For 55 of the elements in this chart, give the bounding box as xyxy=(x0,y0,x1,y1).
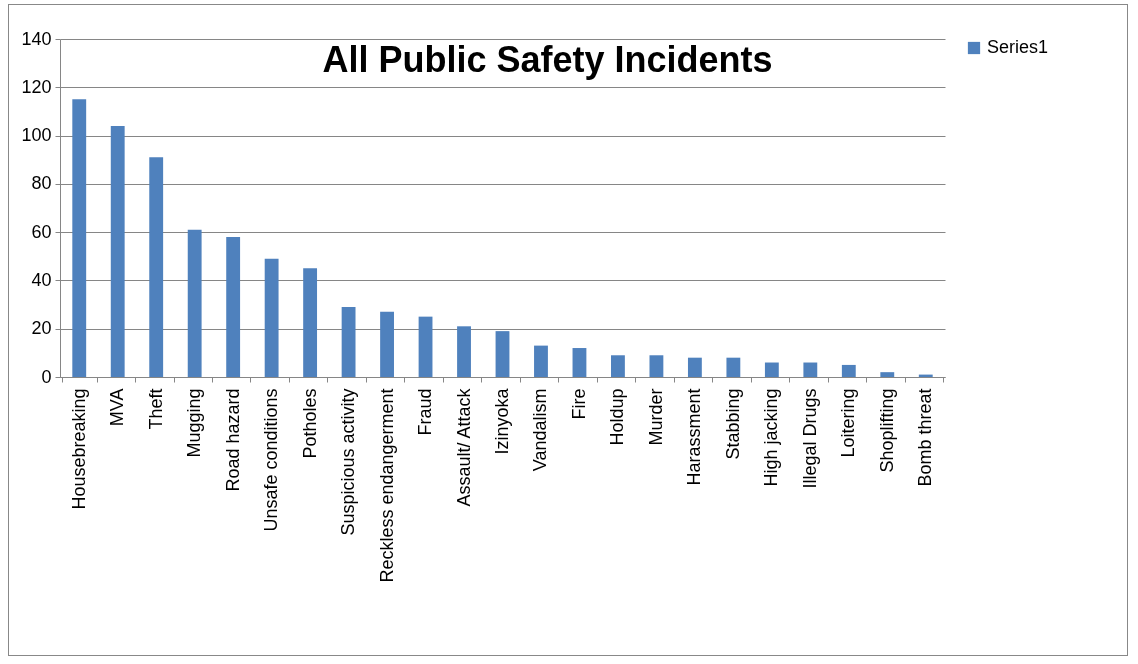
x-tick-label: Harassment xyxy=(684,388,705,486)
bar xyxy=(264,258,279,377)
x-tick-label: Bomb threat xyxy=(915,388,936,487)
bar xyxy=(764,362,779,377)
bar xyxy=(72,99,87,377)
bar xyxy=(226,236,241,377)
legend-label: Series1 xyxy=(987,37,1049,57)
x-tick-label: Theft xyxy=(145,388,166,430)
bar xyxy=(303,268,318,377)
x-tick-label: Shoplifting xyxy=(876,388,897,473)
x-tick-label: MVA xyxy=(107,388,128,427)
x-tick-label: Mugging xyxy=(184,388,205,458)
x-tick-label: Fraud xyxy=(415,388,436,436)
bar xyxy=(611,355,625,377)
y-tick-label: 40 xyxy=(31,269,52,290)
bar xyxy=(880,372,895,377)
bar xyxy=(841,364,856,377)
x-tick-label: Illegal Drugs xyxy=(799,388,820,489)
bar xyxy=(534,345,548,377)
x-tick-label: Potholes xyxy=(299,388,320,459)
bar xyxy=(726,357,741,377)
y-tick-label: 80 xyxy=(31,173,52,194)
bar xyxy=(649,355,664,377)
x-tick-label: Fire xyxy=(568,388,589,420)
x-tick-label: Housebreaking xyxy=(68,388,89,510)
y-tick-label: 0 xyxy=(41,366,52,387)
y-tick-label: 120 xyxy=(21,76,52,97)
bar xyxy=(149,157,164,377)
x-tick-label: Assault/ Attack xyxy=(453,387,474,507)
bar xyxy=(418,316,433,377)
y-tick-label: 20 xyxy=(31,318,52,339)
x-tick-label: Murder xyxy=(645,388,666,446)
bar xyxy=(495,331,510,377)
x-tick-label: Holdup xyxy=(607,388,628,446)
y-tick-label: 100 xyxy=(21,125,52,146)
x-tick-label: Suspicious activity xyxy=(338,388,359,536)
bar xyxy=(457,326,471,377)
x-tick-label: Loitering xyxy=(838,388,859,458)
bar xyxy=(572,348,587,377)
x-tick-label: Izinyoka xyxy=(492,387,512,455)
x-tick-label: High jacking xyxy=(761,388,782,487)
x-tick-label: Stabbing xyxy=(722,388,743,460)
y-tick-label: 60 xyxy=(31,221,52,242)
y-tick-label: 140 xyxy=(21,28,52,49)
x-tick-label: Unsafe conditions xyxy=(261,388,282,532)
bar xyxy=(380,311,394,377)
bar xyxy=(341,306,356,377)
bar xyxy=(187,229,202,377)
bar xyxy=(687,357,702,377)
chart-title: All Public Safety Incidents xyxy=(322,39,773,80)
x-tick-label: Vandalism xyxy=(530,388,551,472)
x-tick-label: Reckless endangerment xyxy=(376,388,397,583)
x-tick-label: Road hazard xyxy=(222,388,243,492)
bar xyxy=(110,125,125,377)
bar xyxy=(803,362,818,377)
